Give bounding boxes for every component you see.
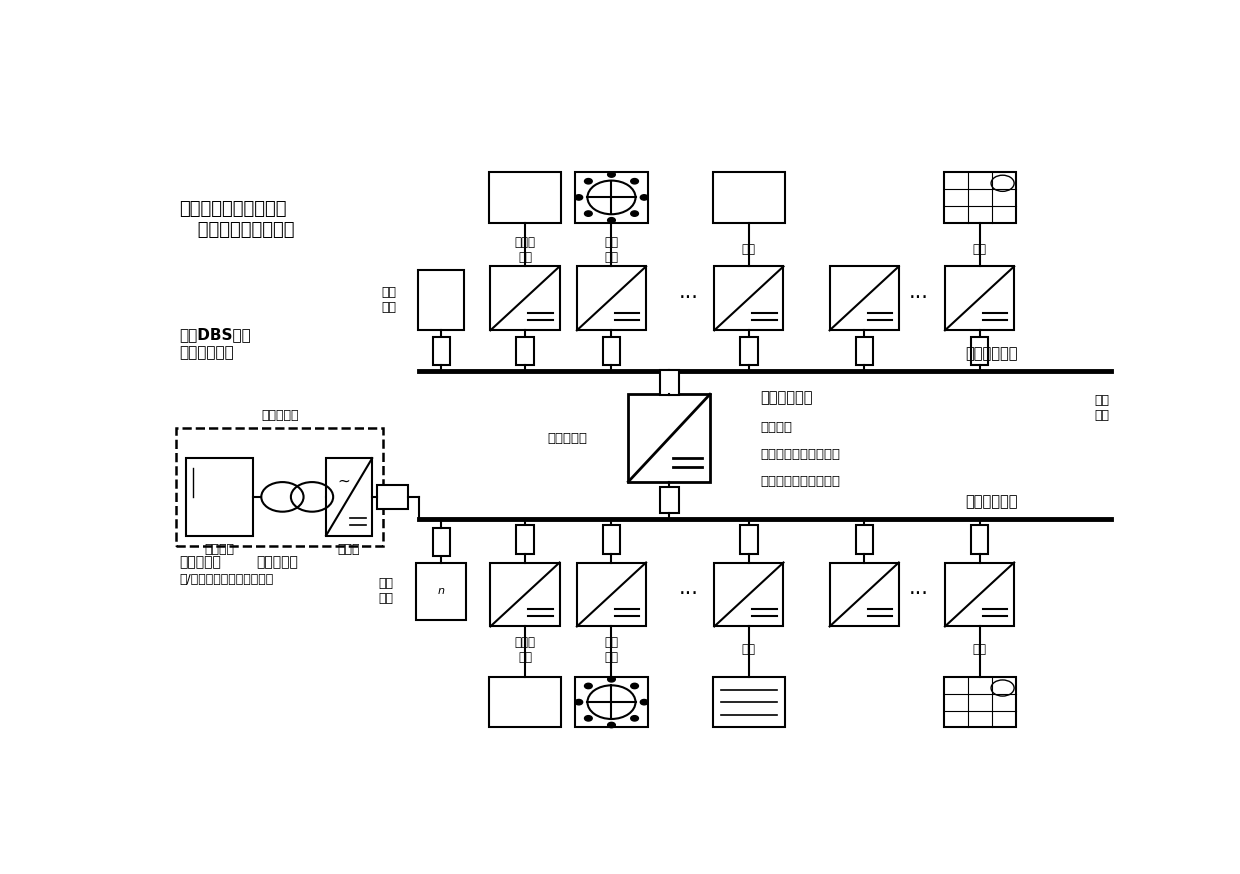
Text: 恒功率
负载: 恒功率 负载 (515, 236, 536, 264)
Circle shape (608, 722, 615, 728)
Bar (433, 337, 450, 365)
Circle shape (631, 683, 639, 689)
Text: 恒功率
负载: 恒功率 负载 (515, 636, 536, 664)
Text: 中/低压母线电压均为额定值: 中/低压母线电压均为额定值 (179, 572, 273, 586)
Bar (830, 563, 899, 627)
Bar (603, 525, 620, 554)
Circle shape (608, 218, 615, 223)
Bar (417, 563, 466, 620)
Bar (377, 485, 408, 509)
Bar (944, 172, 1016, 223)
Bar (713, 172, 785, 223)
Bar (971, 525, 988, 554)
Circle shape (608, 676, 615, 682)
Bar (489, 172, 560, 223)
Bar (603, 337, 620, 365)
Bar (856, 525, 873, 554)
Bar (660, 488, 678, 513)
Text: 换流站: 换流站 (337, 543, 361, 556)
Text: 功率控制: 功率控制 (760, 421, 792, 434)
Circle shape (584, 211, 593, 216)
Text: 燃料
电池: 燃料 电池 (604, 236, 619, 264)
Bar (575, 676, 647, 727)
Text: 储能: 储能 (742, 243, 756, 256)
Text: ~: ~ (337, 474, 350, 489)
Bar (713, 676, 785, 727)
Bar (490, 267, 559, 330)
Text: n: n (438, 586, 445, 596)
Bar (186, 458, 253, 536)
Text: 线路
阻抗: 线路 阻抗 (1095, 393, 1110, 422)
Bar (516, 337, 533, 365)
Bar (714, 563, 784, 627)
Text: 并网、离网: 并网、离网 (262, 409, 299, 422)
Bar (714, 267, 784, 330)
Bar (740, 525, 758, 554)
Text: ···: ··· (678, 585, 698, 605)
Circle shape (631, 178, 639, 184)
Bar (326, 458, 372, 536)
Text: 光伏: 光伏 (972, 243, 987, 256)
Bar (944, 676, 1016, 727)
Bar (660, 370, 678, 395)
Text: 阻性
负载: 阻性 负载 (381, 286, 396, 314)
Text: 燃料
电池: 燃料 电池 (604, 636, 619, 664)
Text: 中低压直流配电系统的
   分散式统一控制策略: 中低压直流配电系统的 分散式统一控制策略 (179, 200, 295, 239)
Bar (489, 676, 560, 727)
Bar (418, 270, 465, 330)
Circle shape (584, 178, 593, 184)
Text: ···: ··· (678, 288, 698, 309)
Text: 直流变压器: 直流变压器 (547, 432, 588, 445)
Bar (856, 337, 873, 365)
Circle shape (575, 699, 583, 704)
Bar (945, 267, 1014, 330)
Text: 并网运行：: 并网运行： (179, 556, 221, 570)
Bar (516, 525, 533, 554)
Bar (629, 394, 711, 482)
Circle shape (631, 716, 639, 721)
Text: 中压直流母线电压控制: 中压直流母线电压控制 (760, 448, 841, 461)
Text: 基于DBS的分
散式控制策略: 基于DBS的分 散式控制策略 (179, 328, 250, 360)
Bar (176, 428, 383, 545)
Bar (575, 172, 647, 223)
Text: 交流电网: 交流电网 (205, 543, 234, 556)
Text: 低压直流母线: 低压直流母线 (965, 346, 1017, 361)
Text: 储能: 储能 (742, 643, 756, 656)
Circle shape (575, 195, 583, 200)
Text: 统一控制策略: 统一控制策略 (760, 390, 813, 406)
Bar (945, 563, 1014, 627)
Text: 定恒压控制: 定恒压控制 (255, 556, 298, 570)
Bar (740, 337, 758, 365)
Text: 中压直流母线: 中压直流母线 (965, 495, 1017, 510)
Text: 低压直流母线电压控制: 低压直流母线电压控制 (760, 475, 841, 489)
Circle shape (584, 716, 593, 721)
Circle shape (640, 699, 649, 704)
Text: ···: ··· (909, 288, 929, 309)
Circle shape (584, 683, 593, 689)
Bar (971, 337, 988, 365)
Bar (577, 267, 646, 330)
Bar (830, 267, 899, 330)
Circle shape (631, 211, 639, 216)
Bar (490, 563, 559, 627)
Bar (433, 528, 450, 556)
Text: ···: ··· (909, 585, 929, 605)
Text: 光伏: 光伏 (972, 643, 987, 656)
Text: 阻性
负载: 阻性 负载 (378, 577, 393, 605)
Circle shape (640, 195, 649, 200)
Bar (577, 563, 646, 627)
Circle shape (608, 172, 615, 177)
